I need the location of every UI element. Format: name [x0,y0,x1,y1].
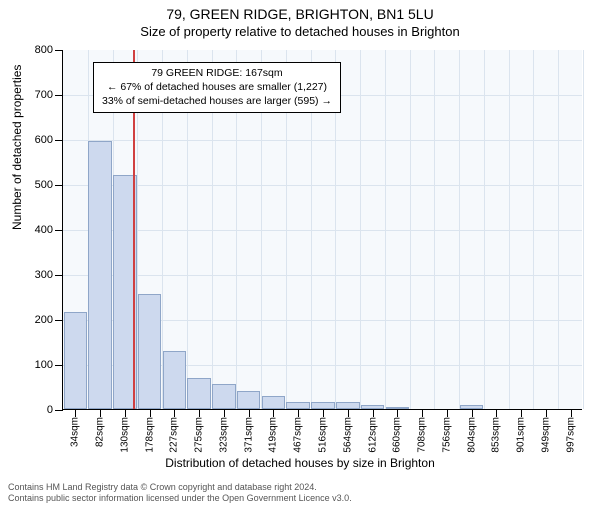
y-tick [55,410,63,411]
y-tick [55,140,63,141]
x-tick [100,409,101,417]
x-tick [447,409,448,417]
x-tick [546,409,547,417]
y-tick-label: 700 [35,89,53,101]
gridline-v [509,50,510,409]
x-tick-label: 564sqm [342,417,353,453]
annotation-line: 33% of semi-detached houses are larger (… [102,94,332,108]
x-tick-label: 82sqm [95,417,106,447]
x-axis-title: Distribution of detached houses by size … [0,456,600,470]
y-tick [55,230,63,231]
y-tick [55,365,63,366]
gridline-v [360,50,361,409]
gridline-h [63,275,582,276]
x-tick-label: 275sqm [194,417,205,453]
x-tick [224,409,225,417]
y-tick-label: 500 [35,179,53,191]
x-tick [75,409,76,417]
histogram-bar [336,402,360,409]
x-tick-label: 178sqm [144,417,155,453]
x-tick-label: 853sqm [491,417,502,453]
gridline-h [63,230,582,231]
x-tick [521,409,522,417]
x-tick [397,409,398,417]
x-tick [298,409,299,417]
histogram-bar [163,351,187,410]
x-tick-label: 901sqm [516,417,527,453]
histogram-bar [237,391,261,409]
gridline-v [558,50,559,409]
y-tick-label: 100 [35,359,53,371]
gridline-v [459,50,460,409]
histogram-bar [88,141,112,409]
x-tick-label: 467sqm [293,417,304,453]
x-tick [571,409,572,417]
x-tick-label: 227sqm [169,417,180,453]
y-tick [55,50,63,51]
page-subtitle: Size of property relative to detached ho… [0,24,600,39]
y-tick-label: 600 [35,134,53,146]
page-title: 79, GREEN RIDGE, BRIGHTON, BN1 5LU [0,6,600,22]
x-tick [472,409,473,417]
y-axis-title: Number of detached properties [10,65,24,230]
histogram-bar [286,402,310,409]
x-tick-label: 130sqm [119,417,130,453]
gridline-h [63,185,582,186]
chart: 010020030040050060070080034sqm82sqm130sq… [62,50,582,410]
x-tick [422,409,423,417]
histogram-bar [64,312,88,409]
footer-line-1: Contains HM Land Registry data © Crown c… [8,482,352,493]
footer-attribution: Contains HM Land Registry data © Crown c… [8,482,352,505]
gridline-v [533,50,534,409]
x-tick [348,409,349,417]
x-tick-label: 949sqm [540,417,551,453]
x-tick-label: 419sqm [268,417,279,453]
x-tick [323,409,324,417]
x-tick-label: 997sqm [565,417,576,453]
x-tick [174,409,175,417]
annotation-line: 79 GREEN RIDGE: 167sqm [102,66,332,80]
y-tick [55,275,63,276]
y-tick-label: 200 [35,314,53,326]
histogram-bar [138,294,162,409]
x-tick-label: 804sqm [466,417,477,453]
y-tick-label: 0 [47,404,53,416]
x-tick [150,409,151,417]
histogram-bar [262,396,286,410]
annotation-line: ← 67% of detached houses are smaller (1,… [102,80,332,94]
x-tick [496,409,497,417]
y-tick [55,185,63,186]
x-tick [249,409,250,417]
x-tick-label: 323sqm [218,417,229,453]
y-tick-label: 800 [35,44,53,56]
gridline-v [410,50,411,409]
y-tick [55,320,63,321]
gridline-v [583,50,584,409]
x-tick-label: 612sqm [367,417,378,453]
gridline-h [63,140,582,141]
histogram-bar [187,378,211,410]
x-tick-label: 756sqm [441,417,452,453]
x-tick-label: 516sqm [318,417,329,453]
histogram-bar [212,384,236,409]
plot-area: 010020030040050060070080034sqm82sqm130sq… [62,50,582,410]
y-tick [55,95,63,96]
y-tick-label: 400 [35,224,53,236]
gridline-v [385,50,386,409]
footer-line-2: Contains public sector information licen… [8,493,352,504]
x-tick-label: 660sqm [392,417,403,453]
x-tick-label: 34sqm [70,417,81,447]
x-tick [199,409,200,417]
x-tick-label: 371sqm [243,417,254,453]
gridline-v [434,50,435,409]
annotation-box: 79 GREEN RIDGE: 167sqm← 67% of detached … [93,62,341,113]
gridline-v [484,50,485,409]
x-tick [373,409,374,417]
histogram-bar [311,402,335,409]
x-tick [125,409,126,417]
x-tick [273,409,274,417]
x-tick-label: 708sqm [417,417,428,453]
y-tick-label: 300 [35,269,53,281]
